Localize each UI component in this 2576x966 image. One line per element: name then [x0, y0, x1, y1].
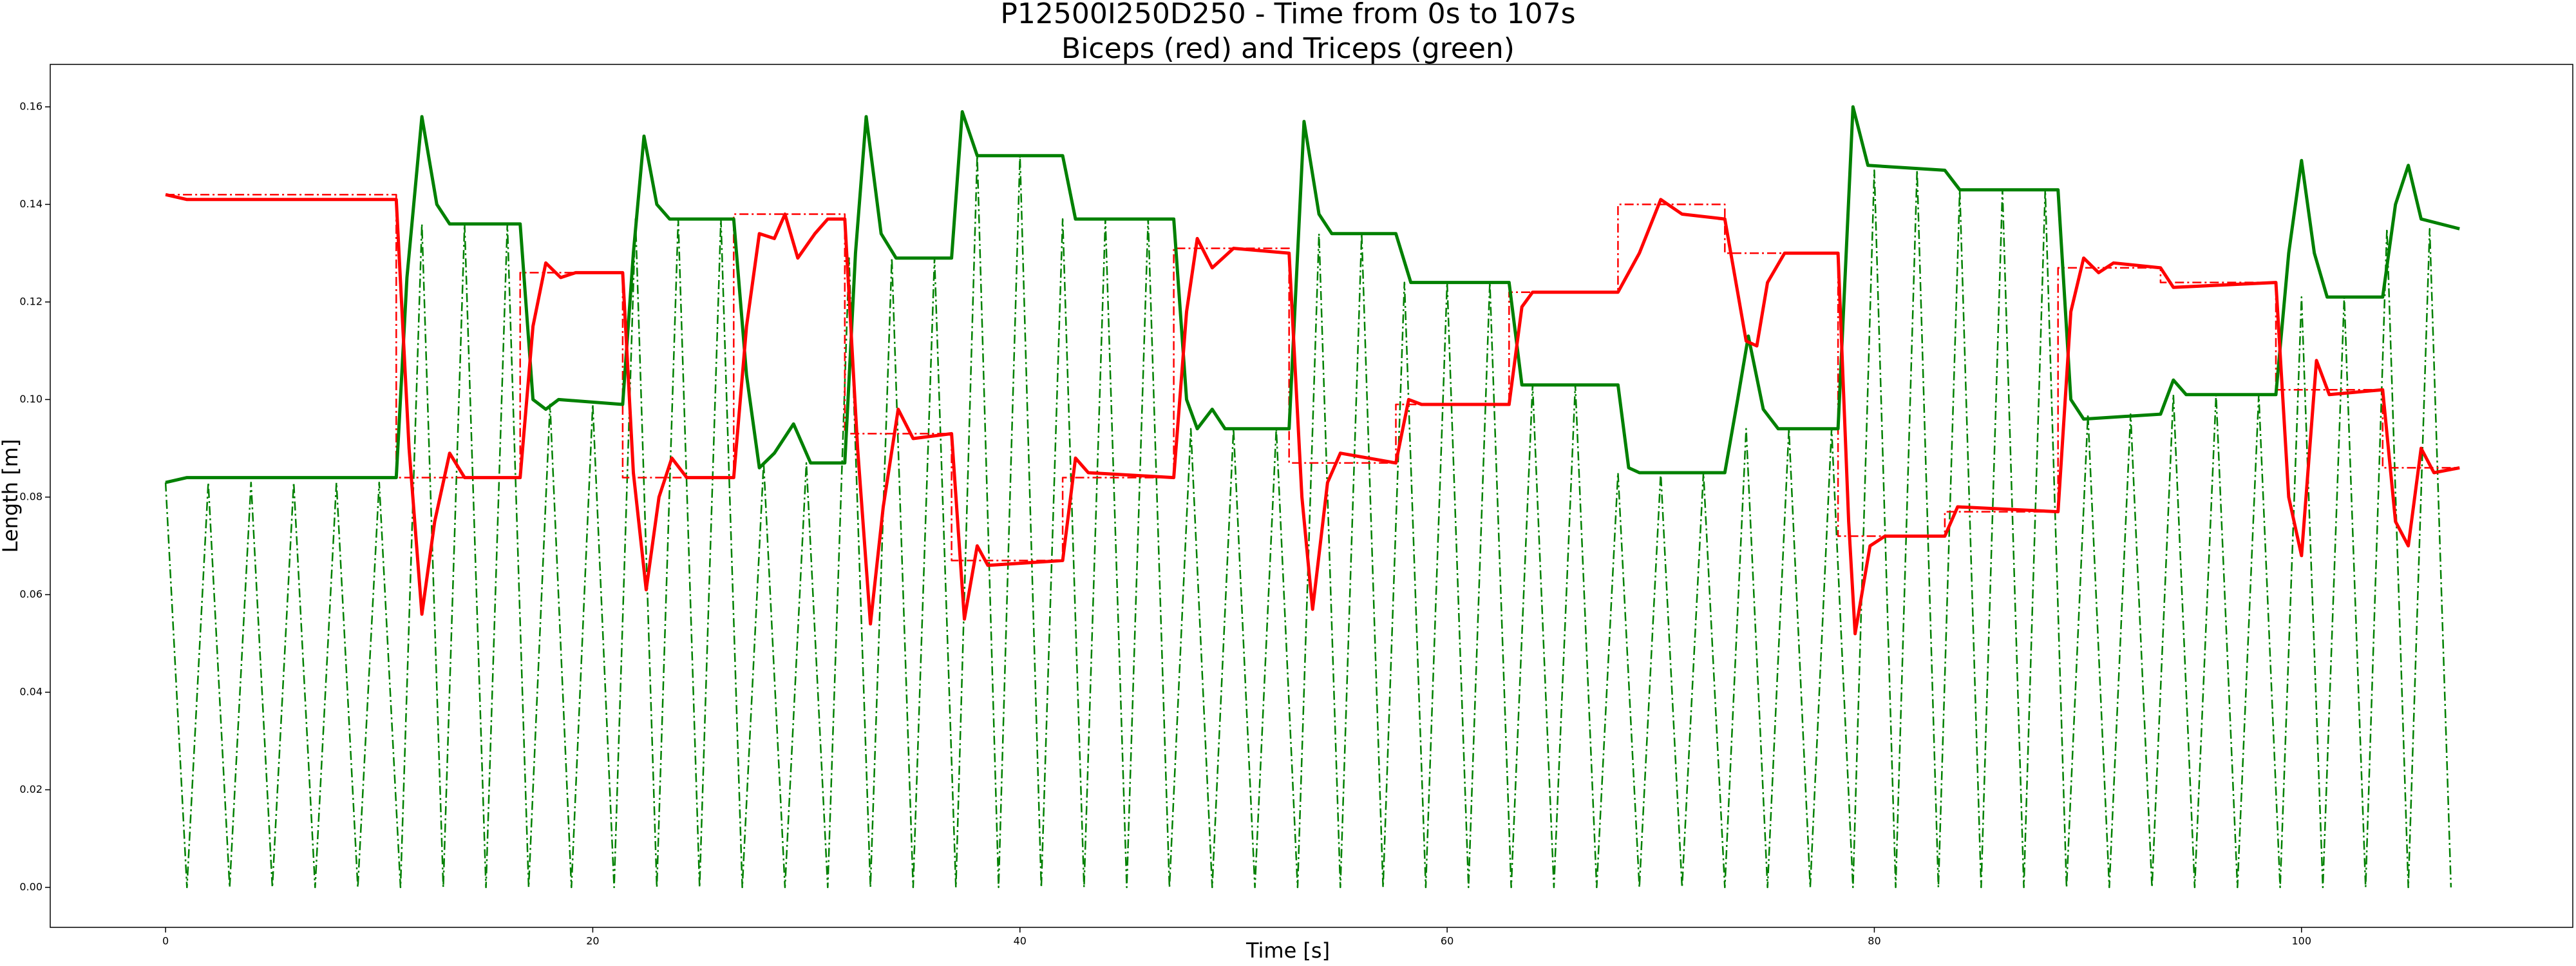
- chart-title: P12500I250D250 - Time from 0s to 107s: [1000, 0, 1575, 30]
- y-tick-label: 0.06: [19, 588, 43, 600]
- y-tick-label: 0.08: [19, 490, 43, 502]
- series-line: [165, 193, 2460, 636]
- y-tick-label: 0.00: [19, 880, 43, 893]
- y-tick-label: 0.12: [19, 295, 43, 307]
- x-tick-label: 20: [586, 935, 599, 947]
- plot-frame: [50, 64, 2573, 928]
- x-axis-label: Time [s]: [1245, 938, 1330, 963]
- y-tick-label: 0.02: [19, 783, 43, 795]
- y-tick-label: 0.04: [19, 685, 43, 697]
- x-tick-label: 80: [1868, 935, 1880, 947]
- x-tick-label: 0: [162, 935, 169, 947]
- y-axis-label: Length [m]: [0, 439, 23, 553]
- y-tick-label: 0.14: [19, 198, 43, 210]
- y-tick-label: 0.10: [19, 393, 43, 405]
- x-tick-label: 60: [1441, 935, 1454, 947]
- series-line: [164, 155, 2452, 889]
- chart-subtitle: Biceps (red) and Triceps (green): [1061, 32, 1515, 65]
- series-line: [166, 193, 2460, 562]
- y-tick-label: 0.16: [19, 100, 43, 112]
- x-tick-label: 100: [2292, 935, 2312, 947]
- x-tick-label: 40: [1014, 935, 1027, 947]
- series-line: [165, 105, 2460, 484]
